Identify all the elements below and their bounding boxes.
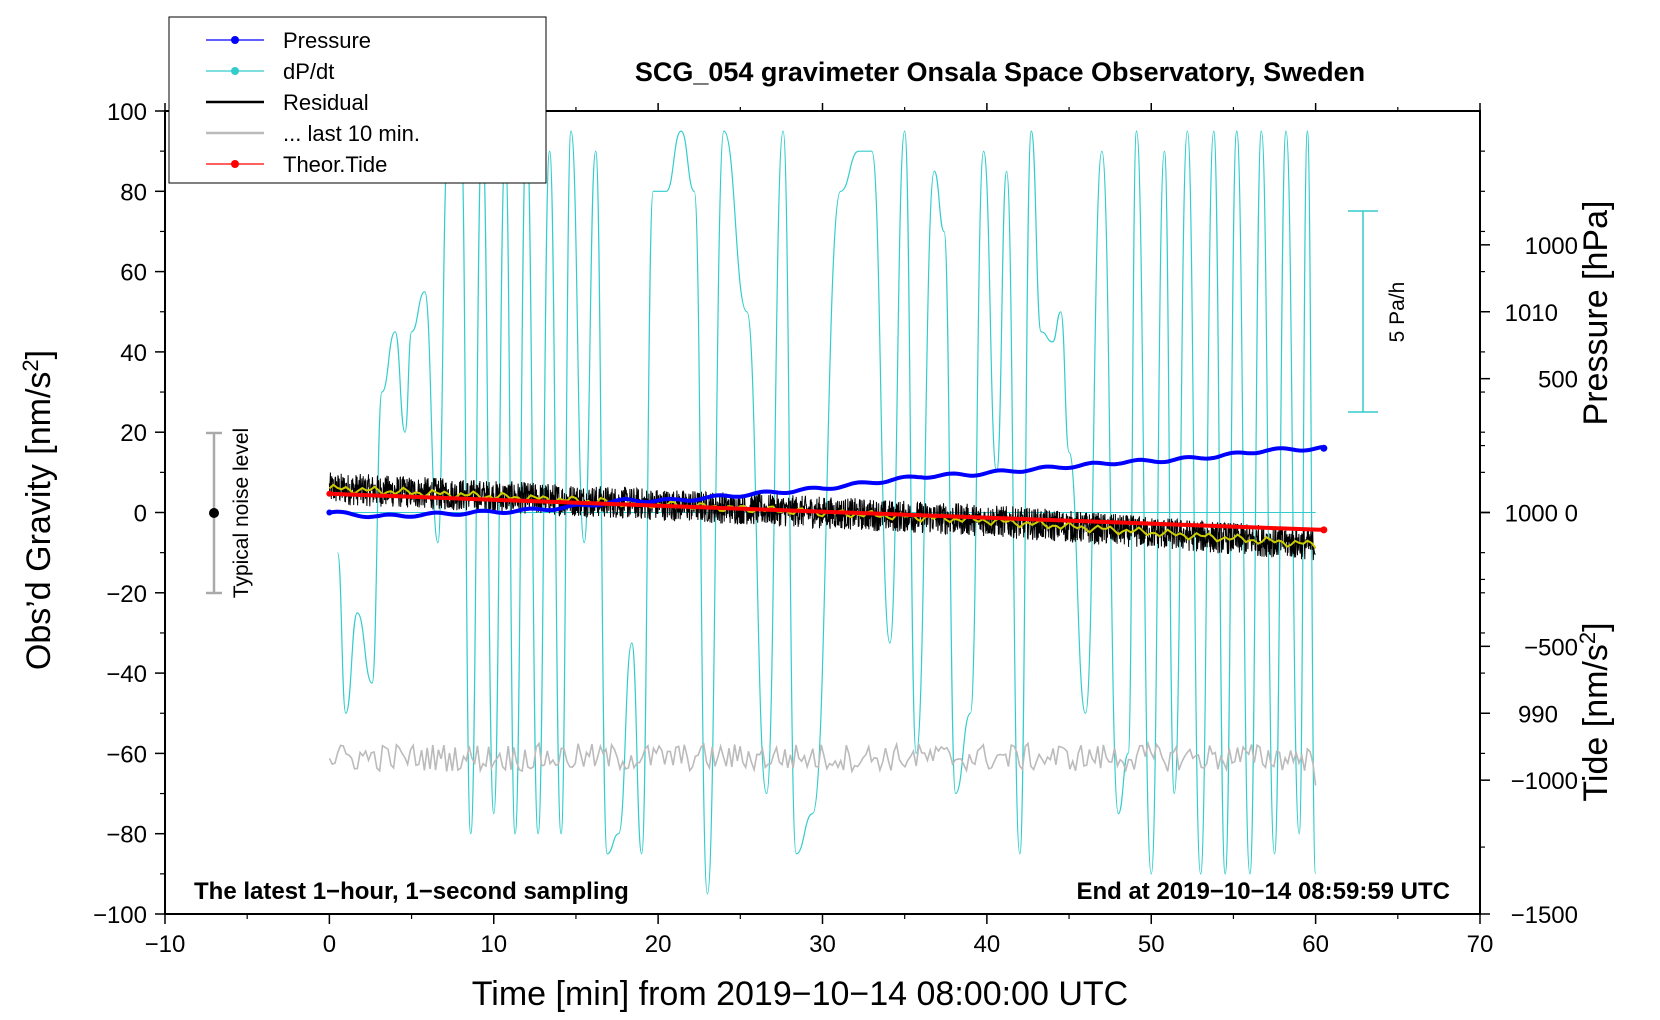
legend-label: ... last 10 min. (283, 121, 420, 146)
y-axis-label-gravity: Obs’d Gravity [nm/s2] (18, 350, 59, 670)
pressure-tick-label: 1010 (1505, 300, 1558, 327)
tide-tick-label: −1000 (1511, 768, 1578, 795)
x-tick-label: 30 (809, 931, 836, 958)
tide-tick-label: 0 (1565, 501, 1578, 528)
noise-bar: Typical noise level (206, 428, 253, 598)
legend-marker (231, 160, 239, 168)
y-axis-label-tide-sup: 2 (1575, 632, 1600, 644)
series-pressure (329, 445, 1323, 520)
tide-tick-label: −500 (1524, 634, 1578, 661)
scale-bar-label: 5 Pa/h (1386, 282, 1409, 343)
pressure-point (1320, 444, 1328, 452)
y-tick-label: −100 (93, 902, 147, 929)
pressure-tick-label: 1000 (1505, 501, 1558, 528)
legend-items: Pressure dP/dt Residual ... last 10 min. The… (206, 28, 420, 177)
noise-level-label: Typical noise level (230, 428, 253, 598)
x-tick-label: 40 (974, 931, 1001, 958)
tide-point (326, 490, 333, 497)
x-tick-label: 60 (1302, 931, 1329, 958)
series-layer (326, 130, 1328, 895)
y-tick-label: 40 (120, 340, 147, 367)
y-axis-label-gravity-tail: ] (20, 350, 58, 359)
y-axis-label-tide-main: Tide [nm/s (1577, 644, 1615, 801)
series-dpdt (337, 130, 1317, 895)
x-tick-label: 50 (1138, 931, 1165, 958)
y-tick-label: −40 (106, 661, 147, 688)
dpdt-scale-bar: 5 Pa/h (1348, 210, 1409, 413)
noise-bar-center-dot (209, 508, 219, 518)
y-axis-label-gravity-main: Obs’d Gravity [nm/s (20, 372, 58, 671)
y-tick-label: 100 (107, 99, 147, 126)
x-tick-label: 0 (323, 931, 336, 958)
legend-label: Residual (283, 90, 369, 115)
tide-tick-label: −1500 (1511, 902, 1578, 929)
y-axis-label-tide-tail: ] (1577, 622, 1615, 631)
y-axis-label-gravity-sup: 2 (18, 359, 43, 371)
y-axis-label-tide: Tide [nm/s2] (1575, 622, 1616, 801)
tide-tick-label: 500 (1538, 367, 1578, 394)
series-last-10-min (328, 740, 1317, 786)
x-axis-label: Time [min] from 2019−10−14 08:00:00 UTC (472, 975, 1128, 1013)
legend: Pressure dP/dt Residual ... last 10 min. The… (168, 16, 547, 184)
sampling-note: The latest 1−hour, 1−second sampling (194, 878, 629, 905)
y-tick-label: 80 (120, 179, 147, 206)
chart-title: SCG_054 gravimeter Onsala Space Observat… (635, 57, 1365, 87)
x-tick-label: −10 (145, 931, 186, 958)
x-tick-label: 70 (1467, 931, 1494, 958)
tide-tick-label: 1000 (1525, 233, 1578, 260)
y-tick-label: 60 (120, 260, 147, 287)
y-tick-label: 20 (120, 420, 147, 447)
legend-marker (231, 36, 239, 44)
x-tick-label: 10 (480, 931, 507, 958)
legend-label: dP/dt (283, 59, 334, 84)
end-time-note: End at 2019−10−14 08:59:59 UTC (1076, 878, 1450, 905)
legend-label: Theor.Tide (283, 152, 387, 177)
legend-label: Pressure (283, 28, 371, 53)
y-tick-label: −80 (106, 822, 147, 849)
plot-frame: −10 0 10 20 30 40 50 60 70−100−80−60−40−20020406… (93, 99, 1578, 958)
y-tick-label: −60 (106, 741, 147, 768)
pressure-point (326, 509, 333, 516)
legend-marker (231, 67, 239, 75)
y-axis-label-pressure: Pressure [hPa] (1577, 201, 1615, 426)
tide-point (1320, 526, 1328, 534)
series-residual (328, 472, 1316, 561)
series-theor-tide (329, 491, 1324, 532)
y-tick-label: 0 (134, 501, 147, 528)
pressure-tick-label: 990 (1518, 701, 1558, 728)
y-tick-label: −20 (106, 581, 147, 608)
x-tick-label: 20 (645, 931, 672, 958)
legend-box (168, 16, 547, 184)
series-residual-smoothed (328, 483, 1317, 549)
